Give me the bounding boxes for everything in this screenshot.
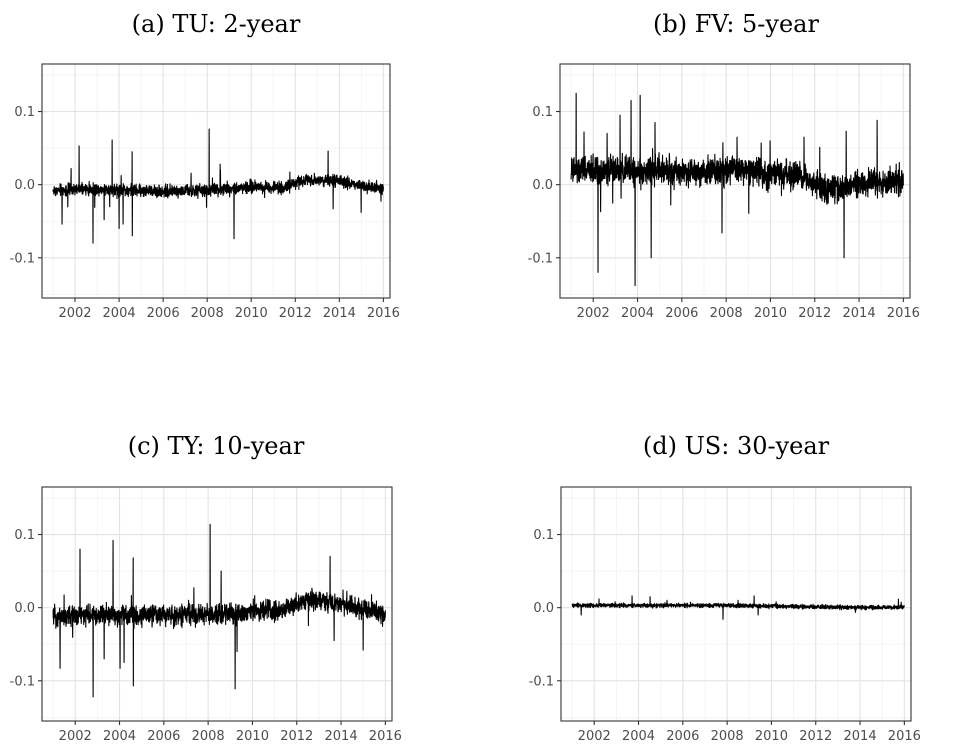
x-tick-label: 2014 — [325, 729, 358, 744]
x-tick-label: 2002 — [578, 729, 611, 744]
x-tick-label: 2010 — [235, 306, 268, 321]
x-tick-label: 2004 — [621, 306, 654, 321]
x-tick-label: 2016 — [887, 306, 920, 321]
x-tick-label: 2010 — [754, 306, 787, 321]
x-tick-label: 2008 — [710, 306, 743, 321]
x-tick-label: 2006 — [666, 729, 699, 744]
panel-title-a: (a) TU: 2-year — [132, 10, 301, 38]
x-tick-label: 2002 — [577, 306, 610, 321]
y-tick-label: 0.0 — [14, 601, 35, 616]
x-tick-label: 2014 — [844, 729, 877, 744]
x-tick-label: 2014 — [843, 306, 876, 321]
x-tick-label: 2006 — [665, 306, 698, 321]
x-tick-label: 2012 — [279, 306, 312, 321]
y-tick-label: 0.1 — [533, 528, 554, 543]
x-tick-label: 2012 — [798, 306, 831, 321]
x-tick-label: 2008 — [191, 306, 224, 321]
x-tick-label: 2016 — [369, 729, 402, 744]
x-tick-label: 2006 — [147, 306, 180, 321]
panel-b-fv-5-year: (b) FV: 5-year 2002 2004 2006 2008 2010 2012 2… — [528, 10, 920, 321]
y-tick-label: -0.1 — [10, 674, 35, 689]
y-tick-label: 0.1 — [14, 528, 35, 543]
panel-a-tu-2-year: (a) TU: 2-year 2002 2004 2006 2008 2010 2012 2… — [10, 10, 400, 321]
x-tick-label: 2012 — [280, 729, 313, 744]
series-line — [53, 524, 385, 697]
y-tick-label: 0.0 — [532, 178, 553, 193]
x-tick-label: 2016 — [888, 729, 921, 744]
y-tick-label: -0.1 — [10, 251, 35, 266]
x-tick-label: 2012 — [799, 729, 832, 744]
y-tick-label: -0.1 — [529, 674, 554, 689]
panel-d-us-30-year: (d) US: 30-year 2002 2004 2006 2008 2010 2012… — [529, 432, 921, 744]
panel-title-b: (b) FV: 5-year — [653, 10, 819, 38]
y-tick-label: 0.1 — [532, 105, 553, 120]
x-tick-label: 2006 — [147, 729, 180, 744]
y-tick-label: 0.1 — [14, 105, 35, 120]
x-tick-label: 2002 — [59, 729, 92, 744]
x-tick-label: 2016 — [367, 306, 400, 321]
series-line — [571, 93, 903, 285]
x-tick-label: 2004 — [103, 306, 136, 321]
x-tick-label: 2010 — [236, 729, 269, 744]
y-tick-label: -0.1 — [528, 251, 553, 266]
panel-c-ty-10-year: (c) TY: 10-year 2002 2004 2006 2008 2010 2012… — [10, 432, 402, 744]
x-tick-label: 2008 — [192, 729, 225, 744]
x-tick-label: 2008 — [711, 729, 744, 744]
panel-title-c: (c) TY: 10-year — [128, 432, 305, 460]
x-tick-label: 2004 — [622, 729, 655, 744]
x-tick-label: 2010 — [755, 729, 788, 744]
panel-title-d: (d) US: 30-year — [643, 432, 830, 460]
x-tick-label: 2014 — [323, 306, 356, 321]
y-tick-label: 0.0 — [14, 178, 35, 193]
series-line — [53, 129, 383, 243]
x-tick-label: 2002 — [58, 306, 91, 321]
x-tick-label: 2004 — [103, 729, 136, 744]
y-tick-label: 0.0 — [533, 601, 554, 616]
